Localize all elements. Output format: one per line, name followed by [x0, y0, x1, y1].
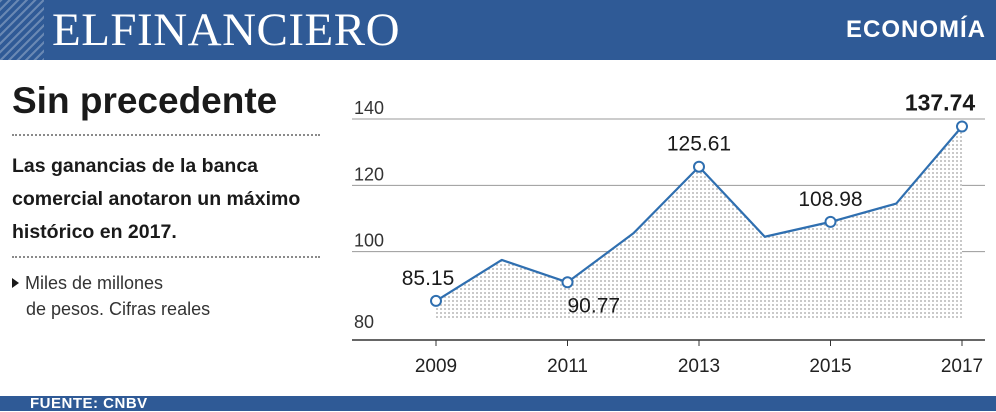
x-tick-label: 2017: [941, 356, 983, 377]
brand-logo: ELFINANCIERO: [52, 4, 401, 56]
unit-note: Miles de millones de pesos. Cifras reale…: [12, 270, 210, 322]
x-tick-label: 2009: [415, 356, 457, 377]
dek: Las ganancias de la banca comercial anot…: [12, 155, 301, 243]
line-chart: 80 100 120 140 2009 2011 2013 2015 2017 85.15 90.7…: [352, 89, 985, 377]
x-tick-label: 2015: [809, 356, 851, 377]
y-tick-label: 120: [354, 164, 384, 184]
masthead-stripes: [0, 0, 44, 60]
y-tick-label: 100: [354, 231, 384, 251]
data-point-marker: [430, 294, 442, 307]
data-label: 125.61: [667, 133, 731, 156]
x-tick-label: 2013: [678, 356, 720, 377]
unit-note-line2: de pesos. Cifras reales: [26, 299, 211, 319]
masthead: ELFINANCIERO ECONOMÍA: [0, 0, 996, 60]
section-label: ECONOMÍA: [846, 16, 986, 43]
triangle-bullet-icon: [12, 278, 19, 288]
y-tick-label: 80: [354, 312, 374, 332]
divider: [12, 134, 320, 136]
data-point-marker: [561, 276, 574, 289]
data-point-marker: [693, 160, 705, 173]
area-fill: [436, 126, 962, 318]
x-tick-label: 2011: [547, 356, 588, 377]
data-label: 90.77: [568, 294, 621, 317]
unit-note-line1: Miles de millones: [25, 273, 164, 293]
footer-bar: FUENTE: CNBV: [0, 395, 996, 412]
data-point-marker: [956, 120, 968, 133]
source-note: FUENTE: CNBV: [30, 395, 148, 412]
data-point-marker: [824, 215, 837, 228]
divider: [12, 256, 320, 258]
data-label: 85.15: [402, 267, 455, 290]
data-label: 137.74: [905, 89, 976, 115]
data-label: 108.98: [798, 188, 862, 211]
headline: Sin precedente: [12, 80, 278, 121]
y-tick-label: 140: [354, 98, 384, 118]
